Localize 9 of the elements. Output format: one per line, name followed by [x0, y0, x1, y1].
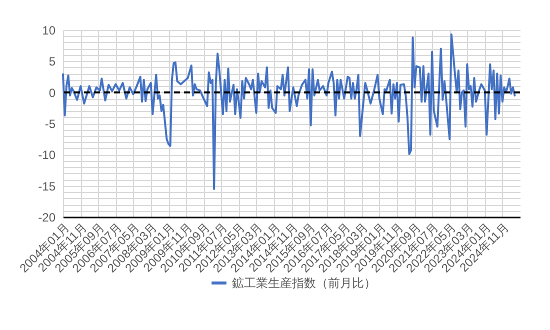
y-tick-label: -15 [38, 179, 56, 194]
y-tick-label: -20 [38, 210, 56, 224]
legend-label: 鉱工業生産指数（前月比） [232, 276, 376, 290]
line-series [62, 33, 516, 190]
y-tick-label: 0 [48, 86, 56, 100]
y-tick-label: 5 [48, 54, 56, 69]
y-tick-label: -10 [38, 148, 56, 162]
y-tick-label: 10 [42, 24, 56, 38]
y-tick-label: -5 [44, 117, 56, 131]
